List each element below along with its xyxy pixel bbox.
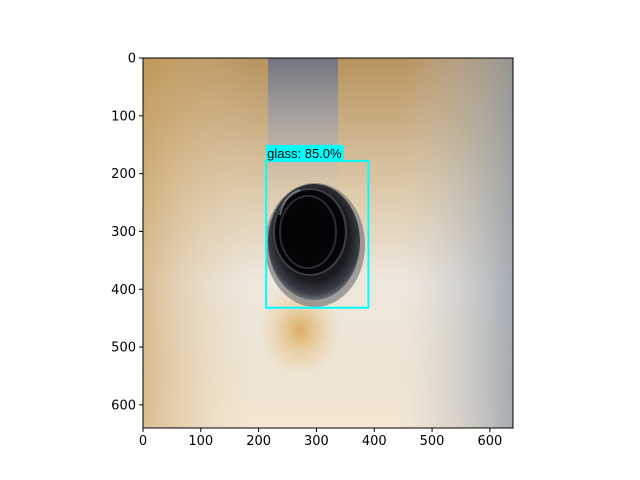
axes-frame: [142, 57, 514, 429]
y-tick-label: 0: [128, 52, 136, 67]
x-axis: 0 100 200 300 400 500 600: [139, 428, 502, 449]
x-tick-label: 100: [188, 434, 213, 449]
y-axis: 0 100 200 300 400 500 600: [111, 52, 143, 413]
y-tick-label: 600: [111, 398, 136, 413]
x-tick-label: 0: [139, 434, 147, 449]
detection-label-background: [266, 144, 344, 160]
x-tick-label: 500: [420, 434, 445, 449]
y-tick-label: 400: [111, 283, 136, 298]
detection: glass: 85.0%: [265, 144, 370, 309]
x-tick-label: 200: [246, 434, 271, 449]
y-tick-label: 300: [111, 225, 136, 240]
y-tick-label: 100: [111, 109, 136, 124]
y-tick-label: 200: [111, 167, 136, 182]
detection-bounding-box: [265, 159, 370, 309]
photo: [143, 58, 513, 428]
detection-label: glass: 85.0%: [267, 146, 342, 161]
y-tick-label: 500: [111, 341, 136, 356]
x-tick-label: 600: [477, 434, 502, 449]
x-tick-label: 400: [362, 434, 387, 449]
x-tick-label: 300: [304, 434, 329, 449]
